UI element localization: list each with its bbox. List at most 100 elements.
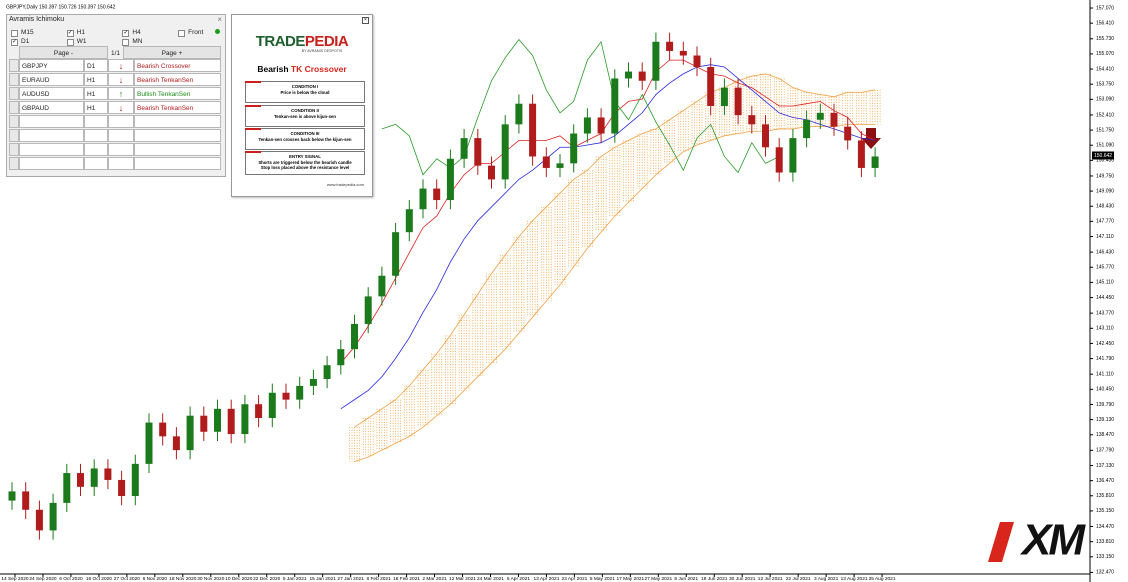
candle-body: [63, 473, 71, 503]
candle-body: [131, 463, 139, 496]
condition-text: Tenkan-sen crosses back below the kijun-…: [258, 136, 352, 142]
card-title: Bearish TK Crossover: [232, 64, 372, 74]
page-prev[interactable]: Page -: [19, 46, 108, 59]
candle-body: [159, 422, 167, 437]
row-icon: [9, 143, 19, 156]
condition-accent: [245, 151, 261, 153]
timeframe: H1: [84, 73, 108, 86]
x-tick-label: 24 Sep 2020: [29, 576, 57, 582]
timeframe: H1: [84, 87, 108, 100]
y-tick-label: 148.430: [1096, 204, 1114, 210]
x-tick-label: 18 Feb 2021: [393, 576, 420, 582]
signal: Bullish TenkanSen: [134, 87, 221, 100]
direction: [108, 129, 134, 142]
candle-body: [583, 117, 591, 134]
direction: ↑: [108, 87, 134, 100]
page-next[interactable]: Page +: [123, 46, 221, 59]
signal: [134, 143, 221, 156]
x-tick-label: 12 Jul 2021: [758, 576, 783, 582]
y-tick-label: 134.470: [1096, 524, 1114, 530]
status-dot: [215, 29, 220, 34]
row-icon: [9, 87, 19, 100]
signal: [134, 115, 221, 128]
symbol[interactable]: GBPJPY: [19, 59, 84, 72]
checkbox[interactable]: ✓: [122, 30, 130, 37]
checkbox[interactable]: [122, 39, 130, 46]
direction: ↓: [108, 59, 134, 72]
card-close[interactable]: ×: [362, 17, 369, 24]
symbol-info: GBPJPY,Daily 150.397 150.726 150.397 150…: [6, 4, 116, 10]
y-tick-label: 137.130: [1096, 463, 1114, 469]
condition-heading: CONDITION I: [291, 84, 319, 89]
url: www.tradepedia.com: [326, 182, 364, 187]
x-tick-label: 15 Jan 2021: [309, 576, 336, 582]
y-tick-label: 139.790: [1096, 402, 1114, 408]
candle-body: [227, 408, 235, 435]
y-tick-label: 155.730: [1096, 36, 1114, 42]
symbol[interactable]: EURAUD: [19, 73, 84, 86]
symbol[interactable]: AUDUSD: [19, 87, 84, 100]
y-tick-label: 140.450: [1096, 387, 1114, 393]
timeframe: [84, 129, 108, 142]
candle-body: [405, 209, 413, 233]
x-tick-label: 3 Aug 2021: [814, 576, 839, 582]
checkbox[interactable]: ✓: [66, 30, 74, 37]
close-button[interactable]: ×: [217, 15, 222, 24]
checkbox[interactable]: [11, 30, 18, 37]
y-tick-label: 147.770: [1096, 219, 1114, 225]
cloud-edge: [354, 123, 876, 462]
y-tick-label: 133.150: [1096, 554, 1114, 560]
condition-text: Price is below the cloud: [280, 89, 330, 95]
candle-body: [77, 473, 84, 487]
symbol: [19, 115, 84, 128]
x-tick-label: 30 Jun 2021: [729, 576, 756, 582]
candle-body: [378, 275, 386, 297]
candle-body: [871, 156, 879, 168]
y-tick-label: 138.470: [1096, 432, 1114, 438]
title-b: TK Crossover: [290, 64, 347, 74]
checkbox[interactable]: [178, 30, 186, 37]
candle-body: [282, 392, 290, 400]
condition-box: CONDITION II Tenkan-sen is above kijun-se…: [245, 105, 365, 127]
y-tick-label: 135.150: [1096, 508, 1114, 514]
direction: ↓: [108, 101, 134, 114]
x-tick-label: 14 Sep 2020: [1, 576, 29, 582]
candle-body: [652, 41, 660, 81]
candle-body: [844, 126, 852, 141]
y-tick-label: 150.430: [1096, 158, 1114, 164]
symbol[interactable]: GBPAUD: [19, 101, 84, 114]
condition-box: CONDITION I Price is below the cloud: [245, 81, 365, 103]
condition-heading: ENTRY SIGNAL: [289, 154, 321, 159]
page-count: 1/1: [108, 46, 123, 59]
candle-body: [35, 509, 43, 531]
brand-a: TRADE: [255, 33, 306, 50]
x-tick-label: 10 Dec 2020: [225, 576, 253, 582]
last-price: 150.642: [1094, 153, 1112, 159]
last-price-box: [1092, 151, 1114, 160]
candle-body: [542, 156, 550, 168]
candle-body: [145, 422, 153, 464]
y-tick-label: 145.770: [1096, 265, 1114, 271]
timeframe: [84, 157, 108, 170]
candle-body: [803, 119, 811, 139]
x-tick-label: 8 Feb 2021: [366, 576, 391, 582]
strategy-card: × TRADEPEDIA BY AVRAMIS DESPOTIS Bearish…: [231, 14, 373, 197]
symbol: [19, 129, 84, 142]
candle-body: [748, 115, 756, 125]
candle-body: [638, 71, 646, 81]
checkbox[interactable]: [66, 39, 74, 46]
condition-heading: CONDITION II: [291, 108, 319, 113]
brand-b: PEDIA: [304, 33, 349, 50]
candle-body: [200, 415, 208, 432]
checkbox[interactable]: ✓: [11, 39, 18, 46]
x-tick-label: 18 Nov 2020: [169, 576, 197, 582]
y-tick-label: 143.110: [1096, 326, 1114, 332]
x-tick-label: 27 Oct 2020: [114, 576, 140, 582]
candle-body: [186, 415, 194, 451]
candle-body: [172, 436, 180, 451]
candle-body: [392, 232, 400, 276]
condition-accent: [245, 128, 261, 130]
timeframe: H1: [84, 101, 108, 114]
candle-body: [460, 138, 468, 159]
candle-body: [501, 124, 509, 180]
